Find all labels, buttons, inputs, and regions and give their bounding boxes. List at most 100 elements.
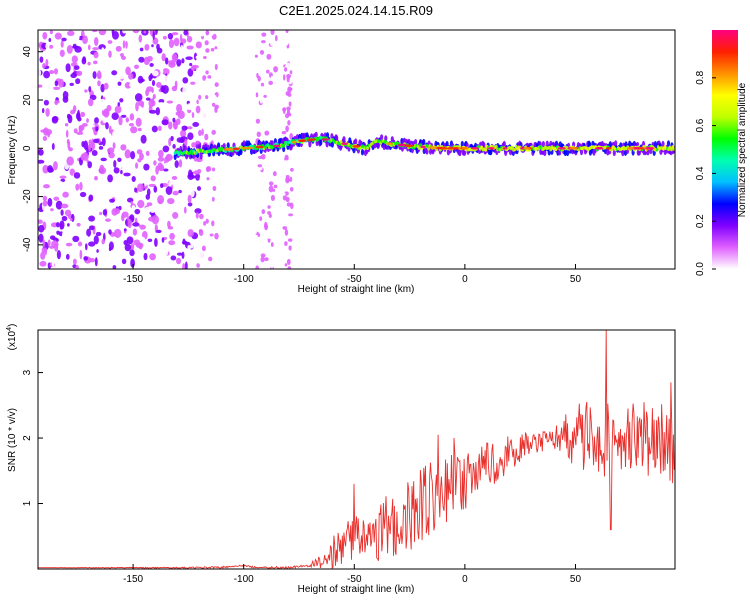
noise-point bbox=[54, 100, 60, 104]
noise-point bbox=[261, 32, 267, 37]
noise-point bbox=[114, 208, 121, 215]
noise-point bbox=[197, 169, 202, 174]
colorbar-ticks: 0.0 0.2 0.4 0.6 0.8 bbox=[695, 70, 716, 276]
noise-point bbox=[107, 40, 113, 44]
noise-point bbox=[285, 176, 290, 184]
noise-point bbox=[153, 185, 158, 193]
noise-point bbox=[47, 197, 53, 207]
noise-point bbox=[622, 258, 625, 264]
noise-point bbox=[65, 242, 73, 247]
noise-point bbox=[45, 107, 50, 117]
noise-point bbox=[638, 92, 643, 97]
noise-point bbox=[214, 82, 219, 87]
noise-point bbox=[213, 249, 219, 255]
noise-point bbox=[47, 239, 51, 247]
noise-point bbox=[264, 216, 270, 223]
noise-point bbox=[205, 70, 209, 75]
noise-point bbox=[149, 206, 156, 213]
signal-peak bbox=[645, 147, 652, 150]
noise-point bbox=[528, 130, 532, 136]
noise-point bbox=[253, 227, 258, 235]
noise-point bbox=[87, 44, 91, 51]
noise-point bbox=[202, 55, 207, 60]
colorbar-tick-label: 0.2 bbox=[695, 214, 706, 228]
heatmap-x-tick-label: -100 bbox=[234, 274, 254, 285]
noise-point bbox=[174, 181, 178, 187]
noise-point bbox=[267, 205, 271, 209]
signal-core bbox=[195, 151, 198, 155]
noise-point bbox=[163, 236, 168, 240]
noise-point bbox=[639, 100, 644, 105]
noise-point bbox=[182, 86, 187, 96]
noise-point bbox=[83, 256, 89, 261]
noise-point bbox=[85, 243, 88, 251]
noise-point bbox=[287, 92, 292, 97]
snr-plot-area bbox=[38, 330, 675, 569]
noise-point bbox=[160, 183, 164, 188]
noise-point bbox=[281, 151, 287, 155]
noise-point bbox=[195, 199, 200, 205]
noise-point bbox=[167, 220, 171, 228]
noise-point bbox=[73, 228, 80, 234]
noise-point bbox=[158, 149, 164, 158]
noise-point bbox=[149, 63, 154, 67]
signal-peak bbox=[420, 145, 427, 149]
noise-point bbox=[289, 87, 293, 91]
noise-point bbox=[140, 134, 147, 144]
noise-point bbox=[202, 75, 207, 81]
noise-point bbox=[97, 80, 101, 87]
noise-point bbox=[118, 135, 123, 143]
noise-point bbox=[160, 85, 165, 93]
heatmap-marks bbox=[38, 30, 675, 269]
noise-point bbox=[61, 231, 65, 241]
noise-point bbox=[510, 60, 515, 65]
noise-point bbox=[214, 95, 217, 101]
noise-point bbox=[257, 75, 261, 82]
noise-point bbox=[147, 137, 150, 144]
noise-point bbox=[248, 257, 252, 260]
noise-point bbox=[260, 82, 265, 87]
noise-point bbox=[392, 231, 396, 237]
noise-point bbox=[201, 95, 205, 99]
noise-point bbox=[397, 242, 401, 246]
noise-point bbox=[395, 74, 398, 77]
figure-title: C2E1.2025.024.14.15.R09 bbox=[279, 3, 433, 18]
noise-point bbox=[152, 94, 156, 100]
noise-point bbox=[258, 155, 263, 160]
noise-point bbox=[172, 211, 179, 219]
noise-point bbox=[282, 226, 288, 230]
noise-point bbox=[105, 218, 111, 222]
noise-point bbox=[205, 227, 210, 232]
noise-point bbox=[287, 238, 293, 242]
signal-peak bbox=[307, 138, 313, 142]
noise-point bbox=[49, 235, 56, 240]
noise-point bbox=[257, 233, 261, 238]
noise-point bbox=[132, 228, 138, 236]
noise-point bbox=[515, 196, 519, 201]
noise-point bbox=[120, 170, 123, 175]
noise-point bbox=[192, 121, 200, 128]
noise-point bbox=[214, 30, 217, 33]
noise-point bbox=[158, 102, 165, 106]
noise-point bbox=[268, 213, 272, 218]
noise-point bbox=[94, 257, 98, 267]
noise-point bbox=[138, 56, 145, 63]
noise-point bbox=[144, 179, 147, 187]
noise-point bbox=[206, 56, 210, 61]
noise-point bbox=[81, 235, 89, 239]
noise-point bbox=[168, 180, 172, 187]
noise-point bbox=[180, 129, 187, 138]
noise-point bbox=[100, 83, 105, 93]
signal-peak bbox=[273, 144, 281, 148]
snr-y-scale-label: (x104) bbox=[6, 324, 18, 351]
signal-peak bbox=[224, 148, 233, 151]
noise-point bbox=[66, 113, 71, 119]
noise-point bbox=[274, 34, 278, 42]
signal-halo bbox=[217, 142, 221, 149]
noise-point bbox=[176, 59, 182, 67]
noise-point bbox=[195, 41, 202, 49]
noise-point bbox=[108, 229, 112, 235]
signal-core bbox=[417, 146, 421, 150]
noise-point bbox=[181, 58, 185, 64]
noise-point bbox=[117, 157, 122, 162]
